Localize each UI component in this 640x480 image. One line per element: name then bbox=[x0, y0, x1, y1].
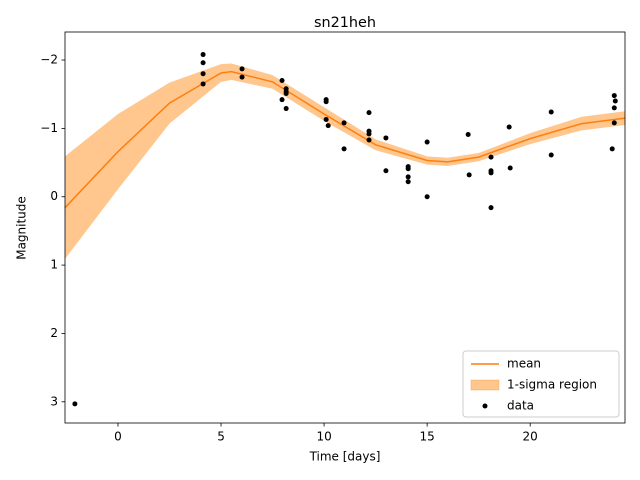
data-point bbox=[405, 179, 411, 185]
data-point bbox=[366, 131, 372, 137]
y-axis-label: Magnitude bbox=[15, 196, 29, 260]
y-tick-label: 3 bbox=[50, 394, 58, 408]
y-tick-label: 0 bbox=[50, 189, 58, 203]
data-point bbox=[239, 66, 245, 72]
data-point bbox=[279, 78, 285, 84]
data-point bbox=[200, 60, 206, 66]
data-point bbox=[366, 110, 372, 116]
data-point bbox=[466, 172, 472, 178]
data-point bbox=[323, 99, 329, 105]
data-point bbox=[200, 52, 206, 58]
y-tick-label: −1 bbox=[40, 121, 58, 135]
data-point bbox=[424, 139, 430, 145]
data-point bbox=[366, 137, 372, 143]
data-point bbox=[488, 154, 494, 160]
y-tick-label: −2 bbox=[40, 53, 58, 67]
x-tick-label: 15 bbox=[419, 430, 434, 444]
data-point bbox=[611, 105, 617, 111]
data-point bbox=[325, 123, 331, 129]
data-point bbox=[405, 166, 411, 172]
x-tick-label: 0 bbox=[114, 430, 122, 444]
data-point bbox=[424, 194, 430, 200]
data-point bbox=[609, 146, 615, 152]
legend-label: data bbox=[507, 399, 534, 413]
legend-box bbox=[462, 350, 620, 418]
data-point bbox=[279, 97, 285, 103]
data-point bbox=[383, 135, 389, 141]
data-point bbox=[383, 168, 389, 174]
data-point bbox=[506, 124, 512, 130]
x-tick-label: 10 bbox=[316, 430, 331, 444]
y-tick-label: 2 bbox=[50, 326, 58, 340]
chart-title: sn21heh bbox=[314, 15, 376, 31]
legend-label: mean bbox=[507, 357, 541, 371]
data-point bbox=[323, 116, 329, 122]
legend-swatch bbox=[470, 379, 500, 391]
data-point bbox=[283, 91, 289, 97]
data-point bbox=[507, 165, 513, 171]
data-point bbox=[405, 174, 411, 180]
x-axis-label: Time [days] bbox=[309, 450, 381, 464]
y-tick-label: 1 bbox=[50, 258, 58, 272]
data-point bbox=[488, 170, 494, 176]
data-point bbox=[465, 132, 471, 138]
data-point bbox=[341, 120, 347, 126]
legend: mean 1-sigma region data bbox=[462, 350, 620, 418]
data-point bbox=[612, 98, 618, 104]
plot-frame bbox=[64, 31, 626, 424]
data-point bbox=[200, 71, 206, 77]
legend-label: 1-sigma region bbox=[507, 378, 597, 392]
data-point bbox=[548, 109, 554, 115]
data-point bbox=[200, 81, 206, 87]
data-point bbox=[611, 120, 617, 126]
x-tick-label: 5 bbox=[217, 430, 225, 444]
mean-line bbox=[64, 70, 626, 209]
data-point bbox=[341, 146, 347, 152]
data-point bbox=[548, 152, 554, 158]
sigma-band bbox=[65, 63, 625, 259]
data-point bbox=[239, 74, 245, 80]
data-point bbox=[72, 401, 78, 407]
x-tick-label: 20 bbox=[523, 430, 538, 444]
data-point bbox=[611, 93, 617, 99]
legend-swatch bbox=[482, 403, 488, 409]
data-point bbox=[283, 106, 289, 112]
data-point bbox=[488, 205, 494, 211]
